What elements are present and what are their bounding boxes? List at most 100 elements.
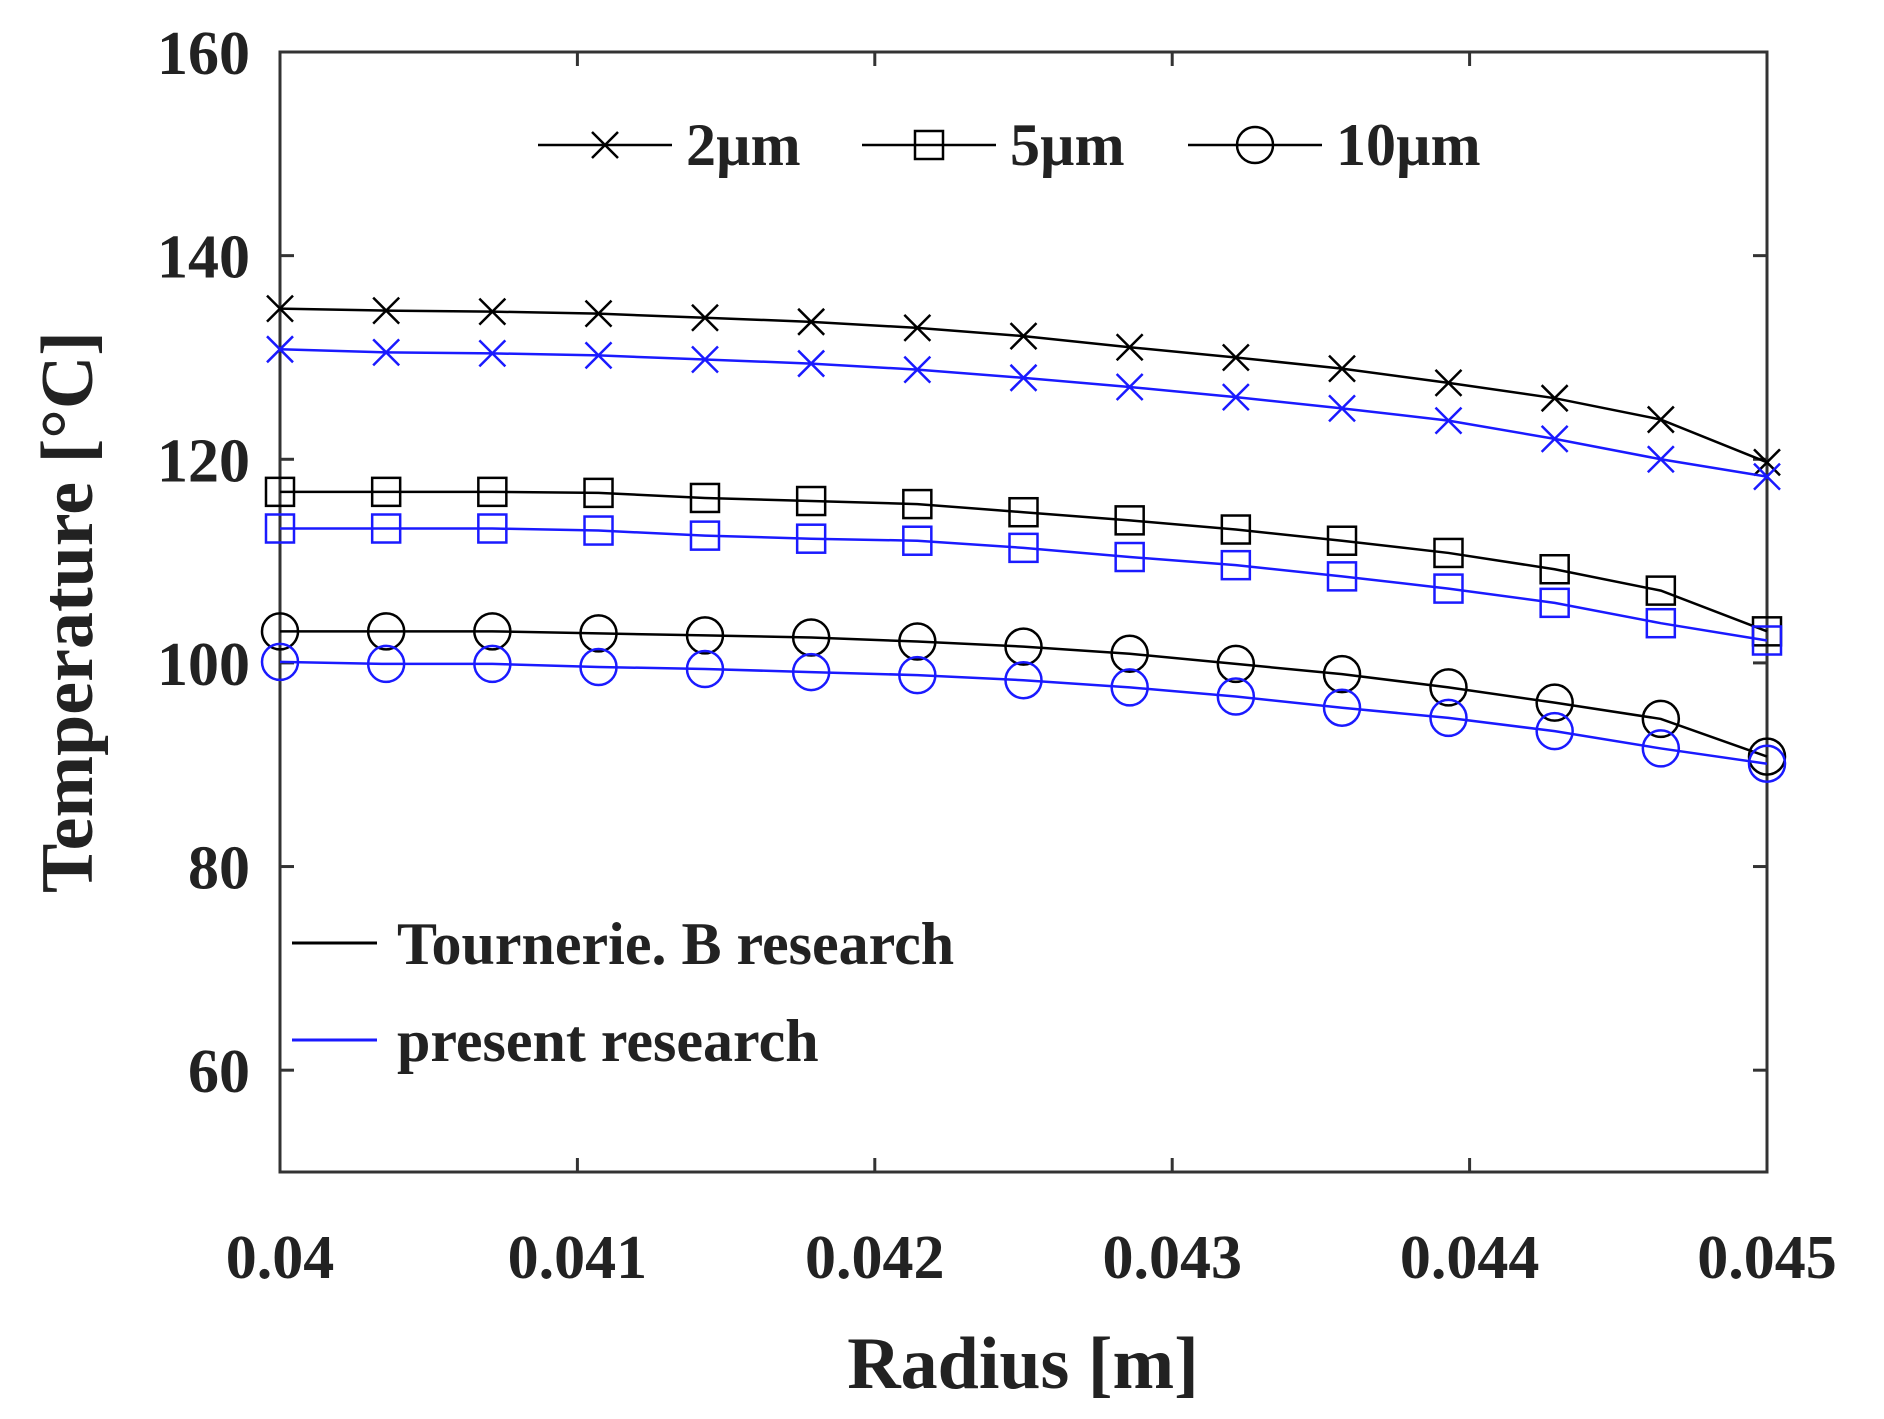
series-5 bbox=[260, 642, 1787, 783]
data-point bbox=[1646, 405, 1675, 434]
data-point bbox=[691, 303, 719, 332]
data-point bbox=[478, 339, 507, 368]
data-point bbox=[795, 523, 827, 554]
y-tick-label: 140 bbox=[157, 224, 250, 292]
series-3 bbox=[264, 513, 1783, 656]
x-tick-label: 0.042 bbox=[805, 1224, 945, 1292]
legend-marker-entry: 10µm bbox=[1188, 112, 1481, 178]
data-point bbox=[372, 296, 401, 325]
data-point bbox=[1114, 505, 1145, 536]
data-point bbox=[583, 477, 614, 509]
legend-marker-sizes: 2µm 5µm 10µm bbox=[538, 112, 1481, 178]
data-point bbox=[791, 652, 831, 692]
data-point bbox=[473, 644, 512, 684]
data-point bbox=[1322, 654, 1362, 694]
legend-label: present research bbox=[397, 1008, 819, 1074]
data-point bbox=[1221, 343, 1250, 372]
data-point bbox=[1747, 737, 1787, 776]
series-line bbox=[280, 527, 1768, 642]
data-point bbox=[477, 513, 508, 544]
legend-marker bbox=[591, 131, 619, 159]
data-point bbox=[903, 314, 932, 342]
data-point bbox=[685, 649, 725, 689]
data-point bbox=[685, 616, 725, 655]
data-point bbox=[372, 338, 401, 367]
data-point bbox=[583, 515, 614, 546]
data-point bbox=[1429, 698, 1468, 738]
series-line bbox=[280, 630, 1768, 758]
data-point bbox=[898, 655, 937, 695]
data-point bbox=[1220, 549, 1252, 581]
data-point bbox=[1008, 496, 1039, 528]
data-point bbox=[1216, 677, 1256, 716]
data-point bbox=[264, 513, 296, 544]
y-tick-labels: 60 80 100 120 140 160 bbox=[157, 20, 250, 1106]
data-point bbox=[473, 612, 512, 651]
data-point bbox=[1645, 607, 1677, 639]
series-line bbox=[279, 660, 1768, 765]
data-point bbox=[1220, 514, 1252, 545]
data-point bbox=[366, 612, 406, 651]
x-tick-label: 0.044 bbox=[1400, 1224, 1540, 1292]
data-point bbox=[584, 299, 613, 328]
legend-marker-entry: 5µm bbox=[862, 112, 1125, 178]
legend-source-entry: present research bbox=[292, 1008, 819, 1074]
data-point bbox=[584, 341, 613, 370]
x-tick-label: 0.041 bbox=[508, 1224, 648, 1292]
x-tick-labels: 0.04 0.041 0.042 0.043 0.044 0.045 bbox=[226, 1224, 1837, 1292]
legend-marker bbox=[913, 129, 945, 161]
data-point bbox=[1753, 448, 1781, 477]
y-axis-title: Temperature [°C] bbox=[27, 331, 109, 893]
data-point bbox=[902, 488, 933, 520]
data-point bbox=[1009, 363, 1038, 392]
data-point bbox=[1326, 525, 1358, 556]
data-point bbox=[797, 349, 826, 378]
data-point bbox=[1110, 668, 1149, 707]
data-point bbox=[1645, 575, 1677, 606]
data-point bbox=[797, 307, 826, 336]
data-point bbox=[1110, 634, 1149, 673]
data-point bbox=[579, 614, 618, 653]
data-point bbox=[1433, 537, 1464, 569]
y-tick-label: 80 bbox=[188, 835, 250, 903]
y-tick-label: 60 bbox=[188, 1038, 250, 1106]
data-point bbox=[260, 642, 300, 682]
legend-label: 2µm bbox=[686, 112, 801, 178]
series-2 bbox=[264, 476, 1783, 647]
data-point bbox=[370, 476, 402, 508]
y-tick-label: 100 bbox=[157, 631, 250, 699]
data-point bbox=[1433, 573, 1464, 604]
data-point bbox=[1009, 322, 1038, 350]
data-point bbox=[1326, 561, 1358, 592]
data-point bbox=[1540, 384, 1569, 413]
data-point bbox=[1328, 354, 1356, 383]
data-point bbox=[1434, 406, 1463, 435]
legend-label: 5µm bbox=[1010, 112, 1125, 178]
data-point bbox=[1535, 711, 1574, 751]
data-point bbox=[795, 485, 827, 517]
data-point bbox=[266, 294, 294, 323]
x-axis-title: Radius [m] bbox=[847, 1323, 1199, 1405]
data-point bbox=[1434, 369, 1463, 397]
data-point bbox=[579, 647, 618, 687]
data-point bbox=[1747, 744, 1787, 783]
plot-area bbox=[278, 50, 1769, 1174]
data-point bbox=[1646, 445, 1675, 474]
series-line bbox=[280, 490, 1768, 633]
x-tick-label: 0.043 bbox=[1102, 1224, 1242, 1292]
data-point bbox=[1322, 688, 1362, 727]
data-point bbox=[1114, 541, 1145, 573]
y-tick-label: 120 bbox=[157, 427, 250, 495]
data-point bbox=[1221, 383, 1250, 412]
data-point bbox=[1216, 644, 1256, 684]
data-point bbox=[691, 345, 719, 374]
data-point bbox=[902, 525, 933, 556]
data-point bbox=[791, 618, 831, 657]
data-point bbox=[1004, 660, 1043, 700]
data-point bbox=[477, 476, 508, 508]
data-point bbox=[689, 520, 721, 551]
data-point bbox=[1115, 333, 1144, 362]
data-point bbox=[1328, 394, 1356, 423]
legend-label: 10µm bbox=[1336, 112, 1481, 178]
data-point bbox=[1641, 699, 1681, 739]
